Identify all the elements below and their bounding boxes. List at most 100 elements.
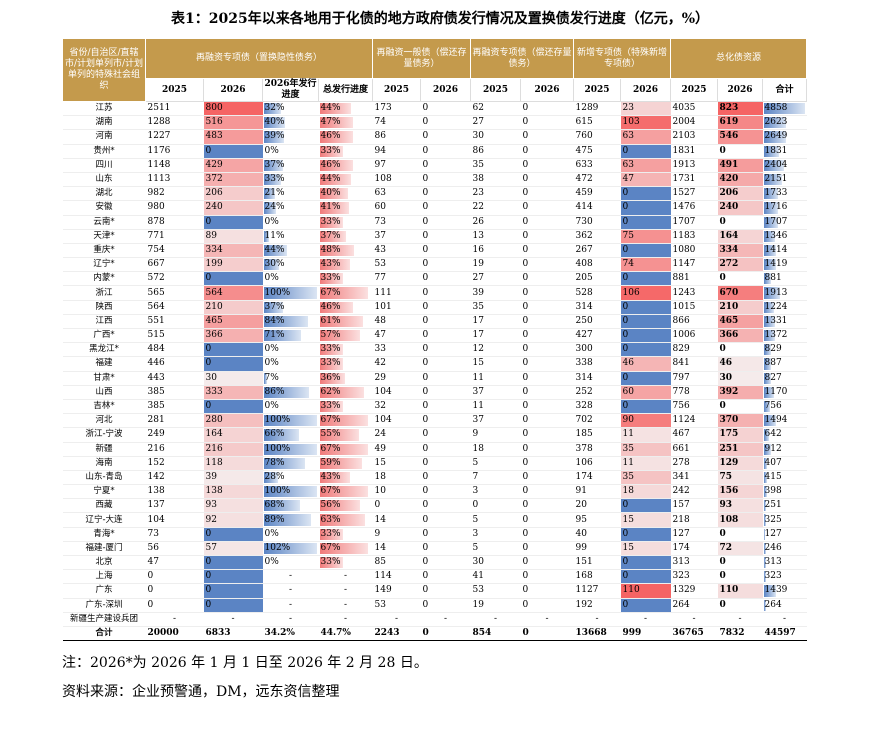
- region-cell: 广西*: [62, 328, 146, 344]
- cell-text: 1127: [575, 585, 599, 596]
- value-cell: 33%: [262, 172, 319, 188]
- value-cell: 702: [573, 413, 621, 429]
- value-cell: 35: [470, 300, 521, 315]
- cell-text: 3: [472, 486, 479, 497]
- cell-text: 19: [472, 259, 484, 270]
- cell-text: 26: [472, 216, 484, 227]
- cell-text: 1183: [672, 230, 696, 241]
- cell-text: 30: [472, 131, 484, 142]
- value-cell: 0: [620, 144, 671, 159]
- cell-text: -: [545, 613, 549, 624]
- cell-text: 465: [205, 315, 223, 326]
- value-cell: 366: [717, 328, 763, 344]
- table-row: 黑龙江* 484 0 0% 33% 33 0 12 0 300 0 829 0 829: [62, 342, 807, 358]
- cell-text: 0: [205, 599, 212, 610]
- value-cell: 264: [762, 598, 807, 613]
- cell-text: 0: [422, 542, 429, 553]
- value-cell: 94: [372, 144, 421, 159]
- cell-text: 33%: [264, 174, 285, 185]
- cell-text: 37: [374, 230, 386, 241]
- cell-text: 0: [422, 344, 429, 355]
- cell-text: 99: [575, 542, 587, 553]
- value-cell: 0: [520, 470, 574, 486]
- cell-text: 67%: [320, 415, 341, 426]
- value-cell: 29: [372, 371, 421, 386]
- data-bar: [763, 315, 775, 327]
- value-cell: 0: [372, 498, 421, 514]
- cell-text: 0: [422, 500, 429, 511]
- value-cell: 0: [420, 186, 471, 202]
- value-cell: 43: [372, 243, 421, 259]
- value-cell: 106: [573, 456, 621, 471]
- cell-text: 216: [147, 443, 165, 454]
- value-cell: -: [203, 612, 263, 627]
- cell-text: 0: [622, 372, 629, 383]
- cell-text: 0: [522, 273, 529, 284]
- value-cell: 33: [372, 342, 421, 358]
- value-cell: 168: [573, 569, 621, 585]
- value-cell: 999: [620, 625, 671, 642]
- cell-text: 0: [622, 188, 629, 199]
- cell-text: 0: [719, 145, 726, 156]
- cell-text: 0: [622, 315, 629, 326]
- cell-text: 0: [422, 131, 429, 142]
- cell-text: 756: [672, 401, 690, 412]
- cell-text: 21%: [264, 188, 285, 199]
- cell-text: 2649: [764, 131, 788, 142]
- value-cell: -: [470, 612, 521, 627]
- cell-text: 1494: [764, 415, 788, 426]
- value-cell: 173: [372, 101, 421, 117]
- value-cell: 1006: [670, 328, 718, 344]
- cell-text: 313: [764, 557, 782, 568]
- value-cell: 47: [145, 555, 204, 571]
- value-cell: 0: [420, 243, 471, 259]
- value-cell: 5: [470, 541, 521, 557]
- value-cell: 0%: [262, 215, 319, 230]
- cell-text: 0: [622, 216, 629, 227]
- data-bar: [763, 301, 775, 313]
- cell-text: 0: [622, 202, 629, 213]
- cell-text: 90: [622, 415, 634, 426]
- value-cell: 1113: [145, 172, 204, 188]
- value-cell: 53: [372, 257, 421, 273]
- cell-text: 0: [205, 145, 212, 156]
- data-bar: [763, 358, 772, 370]
- value-cell: 240: [203, 200, 263, 216]
- value-cell: 14: [372, 512, 421, 528]
- cell-text: 73: [374, 216, 386, 227]
- value-cell: 85: [372, 555, 421, 571]
- cell-text: 0: [522, 599, 529, 610]
- cell-text: 546: [719, 131, 739, 142]
- value-cell: 0: [203, 271, 263, 287]
- value-cell: 0%: [262, 399, 319, 415]
- cell-text: 0: [622, 145, 629, 156]
- value-cell: 41%: [318, 200, 373, 216]
- cell-text: 46%: [320, 159, 341, 170]
- value-cell: 33%: [318, 527, 373, 542]
- value-cell: 73: [145, 527, 204, 542]
- cell-text: 0: [522, 500, 529, 511]
- value-cell: 17: [470, 328, 521, 344]
- value-cell: 1831: [670, 144, 718, 159]
- value-cell: 338: [573, 356, 621, 372]
- cell-text: -: [172, 613, 177, 624]
- cell-text: 173: [374, 103, 392, 114]
- value-cell: -: [670, 612, 718, 627]
- value-cell: 1716: [762, 200, 807, 216]
- value-cell: 0: [420, 101, 471, 117]
- cell-text: 0: [522, 117, 529, 128]
- cell-text: 0: [719, 401, 726, 412]
- value-cell: 0: [520, 399, 574, 415]
- value-cell: 278: [670, 456, 718, 471]
- value-cell: 41: [470, 569, 521, 585]
- value-cell: 0: [420, 569, 471, 585]
- cell-text: 0: [422, 230, 429, 241]
- value-cell: -: [318, 569, 373, 585]
- value-cell: 114: [372, 569, 421, 585]
- cell-text: 250: [575, 315, 593, 326]
- table-row: 海南 152 118 78% 59% 15 0 5 0 106 11 278 129 407: [62, 456, 807, 471]
- table-row: 新疆 216 216 100% 67% 49 0 18 0 378 35 661 251 912: [62, 442, 807, 457]
- value-cell: 62: [470, 101, 521, 117]
- cell-text: 100%: [264, 287, 291, 298]
- table-row: 江西 551 465 84% 61% 48 0 17 0 250 0 866 465 1331: [62, 314, 807, 330]
